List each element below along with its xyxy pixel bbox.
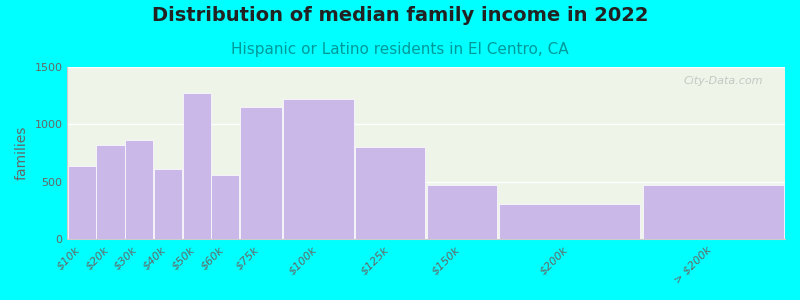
Bar bbox=[240, 107, 282, 239]
Bar bbox=[427, 185, 498, 239]
Bar bbox=[68, 166, 96, 239]
Bar bbox=[499, 204, 640, 239]
Text: City-Data.com: City-Data.com bbox=[684, 76, 763, 85]
Bar bbox=[125, 140, 154, 239]
Bar bbox=[97, 145, 125, 239]
Bar bbox=[283, 99, 354, 239]
Y-axis label: families: families bbox=[15, 126, 29, 180]
Bar bbox=[355, 147, 426, 239]
Bar bbox=[154, 169, 182, 239]
Bar bbox=[643, 185, 783, 239]
Bar bbox=[211, 175, 239, 239]
Text: Distribution of median family income in 2022: Distribution of median family income in … bbox=[152, 6, 648, 25]
Bar bbox=[182, 93, 210, 239]
Text: Hispanic or Latino residents in El Centro, CA: Hispanic or Latino residents in El Centr… bbox=[231, 42, 569, 57]
